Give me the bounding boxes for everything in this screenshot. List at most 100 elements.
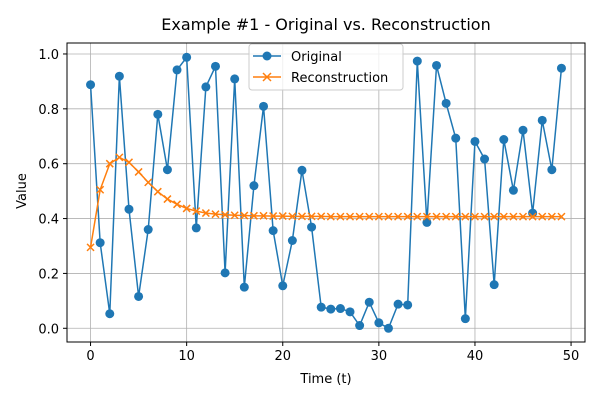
data-point-reconstruction	[547, 212, 556, 221]
data-point-original	[172, 65, 182, 75]
x-tick-label: 30	[371, 349, 388, 364]
data-point-reconstruction	[124, 158, 134, 167]
x-tick-label: 10	[178, 349, 195, 364]
data-point-reconstruction	[528, 212, 537, 221]
data-point-reconstruction	[288, 212, 297, 221]
data-point-reconstruction	[345, 212, 355, 221]
data-point-reconstruction	[374, 212, 383, 221]
data-point-reconstruction	[509, 212, 518, 221]
data-point-original	[393, 299, 403, 309]
data-point-reconstruction	[249, 211, 258, 220]
data-point-reconstruction	[307, 212, 316, 221]
ticks: 0 10 20 30 40 50 0.0 0.2 0.4 0.6 0.8 1.0	[38, 48, 579, 364]
data-point-reconstruction	[557, 212, 566, 221]
data-point-reconstruction	[221, 210, 230, 219]
data-point-original	[508, 185, 518, 195]
data-point-reconstruction	[211, 210, 220, 219]
data-point-reconstruction	[192, 207, 201, 216]
data-point-original	[239, 282, 249, 292]
grid	[67, 43, 585, 342]
data-point-original	[86, 80, 96, 90]
data-point-original	[259, 101, 269, 111]
data-point-original	[105, 309, 115, 319]
data-point-reconstruction	[432, 212, 441, 221]
data-point-original	[210, 61, 220, 71]
data-point-original	[441, 98, 451, 108]
data-point-reconstruction	[403, 212, 412, 221]
data-point-original	[345, 307, 355, 317]
data-point-reconstruction	[394, 212, 403, 221]
data-point-original	[451, 133, 461, 143]
data-point-original	[412, 56, 422, 66]
data-point-original	[326, 304, 336, 314]
data-point-reconstruction	[259, 211, 268, 220]
data-point-reconstruction	[230, 211, 239, 220]
data-point-reconstruction	[355, 212, 364, 221]
data-point-reconstruction	[201, 209, 210, 218]
data-point-original	[143, 225, 153, 235]
data-point-reconstruction	[163, 195, 172, 204]
x-tick-label: 50	[563, 349, 580, 364]
data-point-original	[537, 115, 547, 125]
y-tick-label: 0.2	[38, 267, 59, 282]
data-point-original	[162, 165, 172, 175]
data-point-reconstruction	[451, 212, 460, 221]
data-point-original	[191, 223, 201, 233]
data-point-original	[335, 304, 345, 314]
data-point-original	[547, 165, 557, 175]
data-point-original	[114, 71, 124, 81]
data-point-original	[95, 238, 105, 248]
data-point-original	[153, 109, 163, 119]
y-tick-label: 0.0	[38, 322, 59, 337]
legend-marker-original	[262, 51, 272, 61]
data-point-original	[518, 125, 528, 135]
data-point-original	[249, 181, 259, 191]
data-point-reconstruction	[134, 167, 143, 176]
series-layer	[86, 52, 566, 333]
data-point-original	[470, 136, 480, 146]
y-tick-label: 0.6	[38, 158, 59, 173]
data-point-original	[499, 135, 509, 145]
data-point-original	[134, 291, 144, 301]
data-point-original	[182, 52, 192, 62]
data-point-original	[480, 154, 490, 164]
data-point-original	[374, 318, 384, 328]
data-point-reconstruction	[480, 212, 489, 221]
legend: Original Reconstruction	[248, 43, 404, 91]
data-point-original	[364, 297, 374, 307]
data-point-original	[489, 280, 499, 290]
legend-marker-reconstruction	[262, 72, 272, 82]
data-point-reconstruction	[115, 153, 124, 162]
data-point-original	[316, 302, 326, 312]
data-point-reconstruction	[461, 212, 470, 221]
data-point-original	[403, 300, 413, 310]
data-point-reconstruction	[153, 187, 162, 196]
data-point-reconstruction	[422, 212, 431, 221]
legend-label-reconstruction: Reconstruction	[291, 71, 388, 86]
data-point-original	[556, 63, 566, 73]
data-point-reconstruction	[297, 212, 307, 221]
data-point-original	[268, 226, 278, 236]
data-point-original	[460, 314, 470, 324]
data-point-original	[355, 321, 365, 331]
y-tick-label: 1.0	[38, 48, 59, 63]
x-axis-label: Time (t)	[299, 372, 351, 387]
data-point-reconstruction	[317, 212, 326, 221]
data-point-reconstruction	[269, 212, 278, 221]
data-point-reconstruction	[413, 212, 422, 221]
data-point-original	[422, 217, 432, 227]
data-point-reconstruction	[365, 212, 374, 221]
data-point-original	[201, 82, 211, 92]
data-point-reconstruction	[144, 178, 153, 187]
data-point-reconstruction	[442, 212, 451, 221]
data-point-reconstruction	[470, 212, 479, 221]
data-point-reconstruction	[182, 204, 191, 213]
data-point-original	[297, 165, 307, 175]
plot-frame	[66, 42, 586, 343]
data-point-original	[432, 60, 442, 70]
data-point-reconstruction	[240, 211, 249, 220]
data-point-reconstruction	[278, 212, 287, 221]
legend-label-original: Original	[291, 50, 342, 65]
data-point-original	[383, 323, 393, 333]
